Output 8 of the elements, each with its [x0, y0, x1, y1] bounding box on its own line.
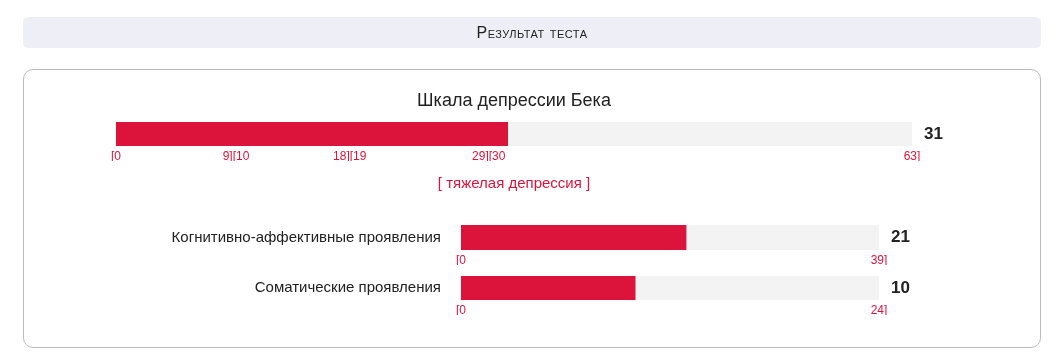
- text: Результат теста: [23, 17, 1041, 48]
- annotation: [ тяжелая депрессия ]: [437, 174, 591, 192]
- text: 10: [891, 277, 910, 297]
- y-tick-label: Соматические проявления: [254, 278, 441, 296]
- y-tick-label: Когнитивно-аффективные проявления: [171, 227, 441, 245]
- chart-title: Шкала депрессии Бека: [417, 89, 612, 110]
- text: 31: [924, 123, 943, 143]
- text: 21: [891, 227, 910, 247]
